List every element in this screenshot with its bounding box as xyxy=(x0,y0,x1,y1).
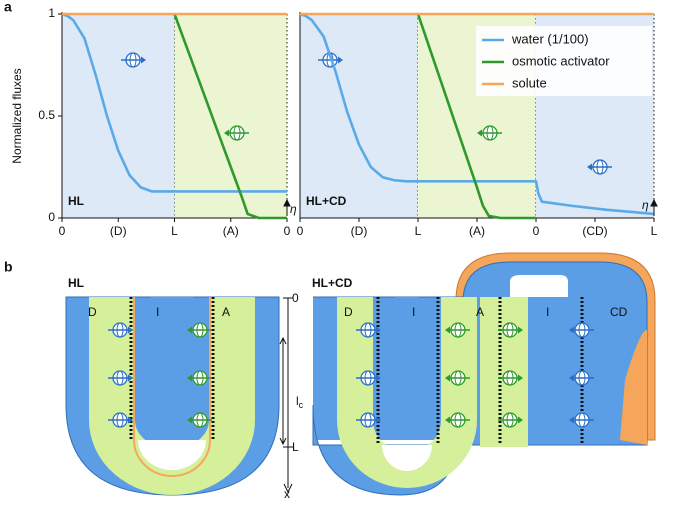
x-tick-label: 0 xyxy=(297,224,304,238)
annotation-arrow xyxy=(283,198,291,216)
segment-label: A xyxy=(476,305,484,319)
axis-var: x xyxy=(284,487,290,501)
segment-label: CD xyxy=(610,305,628,319)
length-label-main: l xyxy=(296,394,299,408)
y-axis-label: Normalized fluxes xyxy=(10,68,24,163)
legend-label: solute xyxy=(512,75,547,90)
segment-label: A xyxy=(222,305,230,319)
chart-label: HL+CD xyxy=(306,194,347,208)
length-axis xyxy=(279,297,293,494)
region xyxy=(174,14,287,218)
diagram-hlcd xyxy=(312,252,656,496)
chart-label: HL xyxy=(68,194,84,208)
segment-label: D xyxy=(344,305,353,319)
diagram-hl xyxy=(65,296,280,496)
panel-label: b xyxy=(4,259,13,275)
segment-label: I xyxy=(546,305,549,319)
legend-label: osmotic activator xyxy=(512,53,610,68)
axis-tick-label: 0 xyxy=(292,291,299,305)
segment-label: D xyxy=(88,305,97,319)
y-tick-label: 0.5 xyxy=(38,108,55,122)
diagram-title: HL+CD xyxy=(312,276,353,290)
annotation: η xyxy=(290,202,297,216)
x-tick-label: 0 xyxy=(533,224,540,238)
panel-label: a xyxy=(4,0,12,15)
length-label-sub: c xyxy=(299,400,304,410)
annotation: η xyxy=(642,198,649,212)
x-tick-label: L xyxy=(651,224,658,238)
x-tick-label: 0 xyxy=(284,224,291,238)
x-tick-label: L xyxy=(171,224,178,238)
length-label: lc xyxy=(296,394,304,410)
series-line xyxy=(61,12,287,193)
series-line xyxy=(416,13,536,220)
x-tick-label: 0 xyxy=(59,224,66,238)
diagram-title: HL xyxy=(68,276,84,290)
series-line xyxy=(299,12,655,216)
y-tick-label: 1 xyxy=(48,6,55,20)
x-tick-label: L xyxy=(415,224,422,238)
x-tick-label: (D) xyxy=(110,224,127,238)
x-tick-label: (CD) xyxy=(582,224,607,238)
region xyxy=(62,14,175,218)
x-tick-label: (A) xyxy=(469,224,485,238)
y-tick-label: 0 xyxy=(48,210,55,224)
segment-label: I xyxy=(156,305,159,319)
legend-label: water (1/100) xyxy=(511,31,589,46)
legend-box xyxy=(476,26,652,96)
axis-tick-label: L xyxy=(292,440,299,454)
x-tick-label: (A) xyxy=(223,224,239,238)
annotation-arrow xyxy=(650,198,658,216)
region xyxy=(300,14,418,218)
segment-label: I xyxy=(412,305,415,319)
x-tick-label: (D) xyxy=(351,224,368,238)
series-line xyxy=(173,13,287,220)
